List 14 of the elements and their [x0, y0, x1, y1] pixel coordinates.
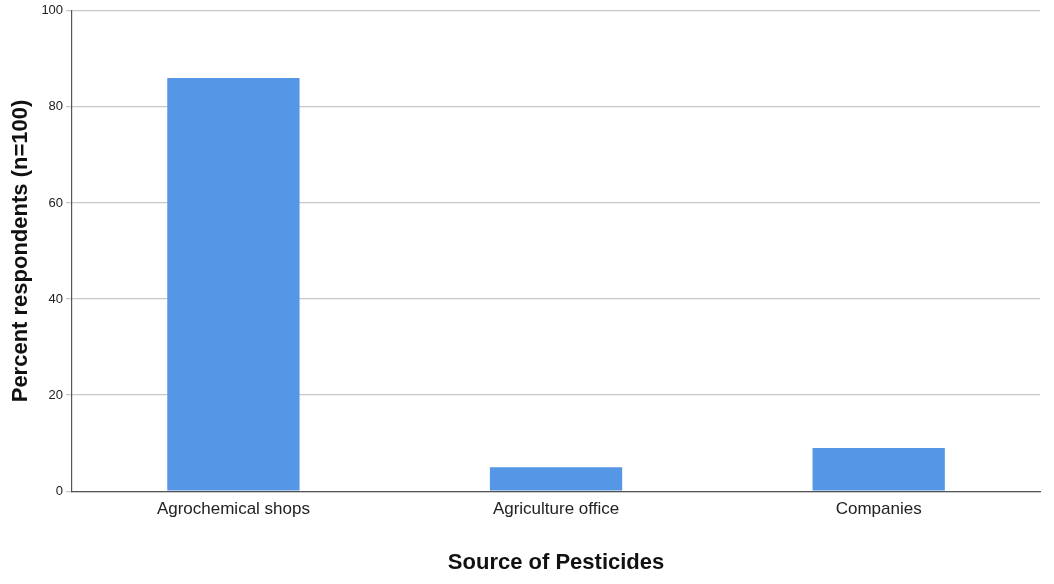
y-tick-label: 80 — [48, 98, 64, 114]
y-tick-label: 40 — [48, 290, 64, 306]
y-tick-label: 100 — [41, 2, 64, 18]
bar — [812, 447, 945, 491]
y-tick-label: 0 — [55, 482, 64, 498]
x-tick-label: Companies — [835, 499, 922, 519]
x-axis-title: Source of Pesticides — [447, 548, 665, 574]
bar — [167, 78, 300, 491]
x-tick-label: Agrochemical shops — [156, 499, 310, 519]
x-tick-label: Agriculture office — [492, 499, 620, 519]
y-tick-label: 60 — [48, 194, 64, 210]
y-tick-label: 20 — [48, 386, 64, 402]
bar — [489, 467, 623, 491]
y-axis-title: Percent respondents (n=100) — [7, 99, 33, 403]
